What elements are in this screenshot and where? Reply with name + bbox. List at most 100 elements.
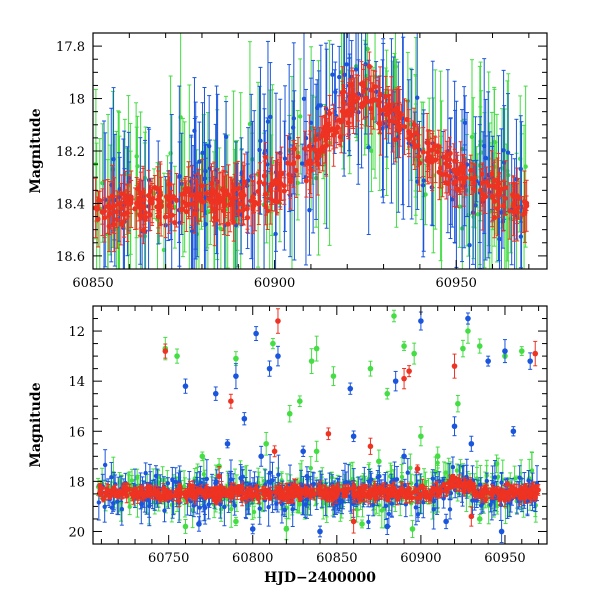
top-blue-point-47 xyxy=(282,156,288,161)
top-panel: 60850 60900 60950 17.8 18 18.2 18.4 18.6 Magnit… xyxy=(28,32,548,291)
top-red-point-377 xyxy=(345,108,352,114)
bottom-green-point-outlier-12 xyxy=(401,343,407,349)
bottom-red-point-505 xyxy=(339,487,346,494)
bottom-blue-point-110 xyxy=(96,500,102,505)
bottom-blue-point-76 xyxy=(276,472,281,477)
bottom-green-point-231 xyxy=(127,504,132,510)
top-red-point-393 xyxy=(491,178,497,184)
bottom-blue-point-outlier-19 xyxy=(451,423,458,430)
top-red-point-284 xyxy=(274,179,280,185)
top-red-point-367 xyxy=(339,108,346,114)
bottom-red-point-453 xyxy=(161,488,167,494)
bottom-blue-point-109 xyxy=(430,476,435,481)
bottom-green-point-outlier-9 xyxy=(367,365,374,372)
bottom-y-tick-label: 20 xyxy=(68,525,85,540)
bottom-blue-point-112 xyxy=(470,498,475,503)
bottom-green-point-outlier-7 xyxy=(313,345,320,352)
bottom-red-point-475 xyxy=(385,491,392,497)
top-green-point-66 xyxy=(369,148,374,154)
top-red-point-399 xyxy=(345,112,351,118)
bottom-blue-point-218 xyxy=(304,473,310,479)
top-blue-point-24 xyxy=(415,95,420,100)
bottom-green-point-247 xyxy=(399,474,405,480)
top-red-point-380 xyxy=(370,97,377,103)
bottom-blue-point-182 xyxy=(366,519,371,525)
bottom-blue-point-17 xyxy=(282,507,288,513)
bottom-red-point-489 xyxy=(501,493,507,499)
bottom-green-point-outlier-11 xyxy=(391,313,397,319)
top-red-point-315 xyxy=(274,199,280,205)
top-red-point-282 xyxy=(417,160,423,166)
bottom-blue-point-177 xyxy=(102,504,107,509)
top-red-point-327 xyxy=(388,102,394,108)
top-red-point-183 xyxy=(322,144,328,150)
bottom-red-point-324 xyxy=(418,484,424,490)
top-red-point-347 xyxy=(143,214,149,220)
bottom-blue-point-outlier-11 xyxy=(502,348,508,354)
bottom-blue-point-173 xyxy=(478,503,484,508)
bottom-red-point-504 xyxy=(289,488,295,494)
bottom-blue-point-outlier-5 xyxy=(275,353,281,359)
bottom-red-point-456 xyxy=(276,485,283,491)
top-red-point-230 xyxy=(510,203,516,209)
bottom-green-point-141 xyxy=(181,484,187,489)
bottom-blue-point-293 xyxy=(448,490,454,496)
top-red-point-332 xyxy=(454,186,461,193)
bottom-blue-point-248 xyxy=(431,499,437,504)
bottom-green-point-outlier-29 xyxy=(233,518,239,525)
bottom-blue-point-298 xyxy=(102,462,108,468)
top-red-point-411 xyxy=(136,197,142,203)
top-red-point-243 xyxy=(355,95,361,101)
bottom-green-point-209 xyxy=(494,503,500,508)
bottom-red-point-508 xyxy=(522,484,528,490)
top-blue-point-112 xyxy=(189,228,195,234)
top-red-point-366 xyxy=(281,183,287,189)
top-red-point-401 xyxy=(524,203,530,209)
bottom-blue-point-outlier-17 xyxy=(350,433,357,440)
bottom-blue-point-outlier-21 xyxy=(510,428,517,435)
bottom-blue-point-197 xyxy=(431,507,436,512)
top-red-point-25 xyxy=(262,154,269,160)
bottom-red-point-509 xyxy=(389,486,395,492)
top-red-point-78 xyxy=(302,146,308,152)
bottom-red-point-464 xyxy=(212,491,218,497)
bottom-green-point-outlier-10 xyxy=(384,390,391,397)
top-red-point-409 xyxy=(122,195,128,202)
bottom-blue-point-outlier-0 xyxy=(182,383,189,389)
bottom-blue-point-257 xyxy=(369,477,374,482)
top-red-point-218 xyxy=(162,214,169,220)
top-red-point-272 xyxy=(486,183,492,189)
bottom-green-point-outlier-15 xyxy=(460,345,466,352)
bottom-green-point-outlier-20 xyxy=(199,453,206,460)
top-red-point-336 xyxy=(268,195,274,202)
top-green-point-80 xyxy=(423,192,428,197)
top-red-point-389 xyxy=(137,204,143,210)
bottom-red-point-274 xyxy=(171,493,177,499)
bottom-red-point-293 xyxy=(333,494,339,500)
bottom-blue-point-264 xyxy=(257,506,262,511)
top-red-point-395 xyxy=(315,151,322,157)
bottom-green-point-outlier-5 xyxy=(297,398,303,405)
bottom-red-point-488 xyxy=(116,488,123,494)
bottom-green-point-outlier-19 xyxy=(518,348,525,354)
bottom-red-point-403 xyxy=(506,491,512,497)
top-red-point-369 xyxy=(401,124,408,130)
bottom-panel-y-axis-label: Magnitude xyxy=(28,382,44,467)
bottom-red-point-499 xyxy=(294,490,301,497)
top-blue-point-15 xyxy=(333,89,338,95)
bottom-green-point-outlier-31 xyxy=(359,521,365,527)
top-red-point-397 xyxy=(267,186,273,193)
bottom-green-point-outlier-26 xyxy=(434,453,441,460)
top-red-point-275 xyxy=(257,179,263,185)
bottom-red-point-461 xyxy=(228,489,234,495)
bottom-red-point-507 xyxy=(299,489,305,495)
top-red-point-387 xyxy=(197,191,203,197)
bottom-red-point-302 xyxy=(129,491,136,497)
bottom-green-point-outlier-32 xyxy=(409,526,416,532)
bottom-blue-point-211 xyxy=(143,470,148,476)
top-x-tick-label: 60900 xyxy=(254,276,295,291)
top-red-point-50 xyxy=(502,195,508,201)
bottom-red-point-512 xyxy=(509,486,515,492)
top-y-tick-label: 18.4 xyxy=(56,197,85,212)
